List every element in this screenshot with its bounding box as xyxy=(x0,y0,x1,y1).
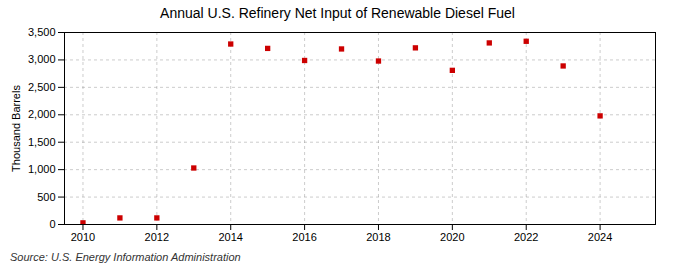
svg-text:2012: 2012 xyxy=(145,231,169,243)
svg-text:2020: 2020 xyxy=(440,231,464,243)
svg-text:2014: 2014 xyxy=(218,231,242,243)
svg-text:2016: 2016 xyxy=(292,231,316,243)
svg-text:1,000: 1,000 xyxy=(28,163,56,175)
svg-text:2022: 2022 xyxy=(514,231,538,243)
html-text:Source: U.S. Energy Informatio: Source: U.S. Energy Information Administ… xyxy=(10,251,241,263)
svg-text:3,000: 3,000 xyxy=(28,53,56,65)
svg-text:2,000: 2,000 xyxy=(28,108,56,120)
svg-text:3,500: 3,500 xyxy=(28,26,56,38)
svg-text:500: 500 xyxy=(37,191,55,203)
svg-text:1,500: 1,500 xyxy=(28,136,56,148)
svg-text:Thousand Barrels: Thousand Barrels xyxy=(10,85,22,172)
svg-text:2024: 2024 xyxy=(588,231,612,243)
html-text:Annual U.S. Refinery Net Input: Annual U.S. Refinery Net Input of Renewa… xyxy=(160,5,515,21)
svg-text:2018: 2018 xyxy=(366,231,390,243)
svg-text:2010: 2010 xyxy=(71,231,95,243)
svg-text:0: 0 xyxy=(49,218,55,230)
svg-text:2,500: 2,500 xyxy=(28,81,56,93)
